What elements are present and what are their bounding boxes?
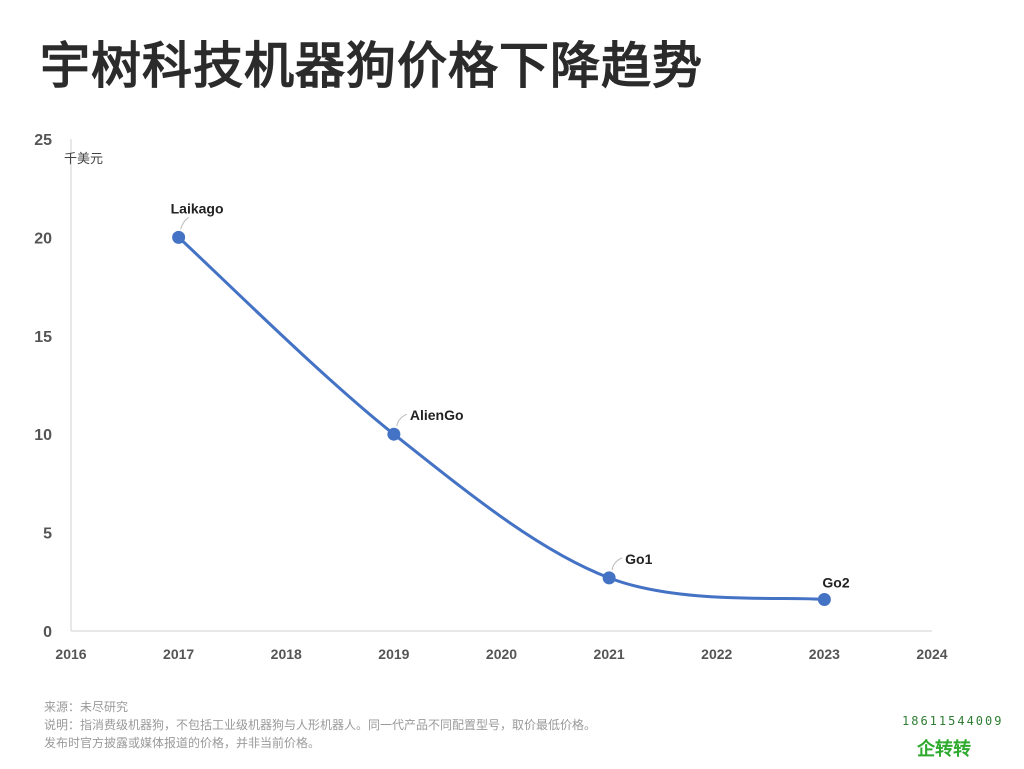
data-label-aliengo: AlienGo: [410, 407, 464, 423]
source-note: 来源：未尽研究: [44, 700, 129, 714]
data-point-go1: [602, 571, 616, 585]
y-tick-label: 25: [34, 132, 52, 149]
x-tick-label: 2016: [55, 646, 86, 662]
y-tick-label: 0: [43, 624, 52, 641]
data-point-laikago: [172, 230, 186, 244]
data-point-go2: [817, 593, 831, 607]
chart-ticks: 0 5 10 15 20 25 2016 2017 2018 2019 2020 2021 2022 20…: [34, 132, 948, 662]
chart-axes: 千美元: [64, 139, 932, 632]
watermark-phone: 18611544009: [902, 714, 1004, 728]
description-note-line-1: 说明：指消费级机器狗，不包括工业级机器狗与人形机器人。同一代产品不同配置型号，取…: [44, 718, 597, 732]
label-leader: [396, 413, 408, 427]
x-tick-label: 2021: [594, 646, 625, 662]
x-tick-label: 2017: [163, 646, 194, 662]
y-tick-label: 15: [34, 329, 52, 346]
description-note-line-2: 发布时官方披露或媒体报道的价格，并非当前价格。: [44, 736, 321, 750]
x-tick-label: 2018: [271, 646, 302, 662]
x-tick-label: 2023: [809, 646, 840, 662]
data-point-aliengo: [387, 427, 401, 441]
y-unit-label: 千美元: [64, 152, 103, 167]
y-tick-label: 10: [34, 427, 52, 444]
y-tick-label: 5: [43, 526, 52, 543]
x-tick-label: 2024: [916, 646, 947, 662]
series-line: [177, 236, 825, 602]
data-label-laikago: Laikago: [171, 200, 224, 216]
data-label-go2: Go2: [822, 575, 849, 591]
x-tick-label: 2019: [378, 646, 409, 662]
label-leader: [611, 557, 623, 570]
watermark-brand: 企转转: [917, 739, 971, 760]
label-leader: [180, 216, 189, 230]
page-title: 宇树科技机器狗价格下降趋势: [40, 37, 703, 95]
chart-series: Laikago AlienGo Go1 Go2: [171, 200, 850, 607]
x-tick-label: 2020: [486, 646, 517, 662]
data-label-go1: Go1: [625, 551, 652, 567]
y-tick-label: 20: [34, 230, 52, 247]
x-tick-label: 2022: [701, 646, 732, 662]
